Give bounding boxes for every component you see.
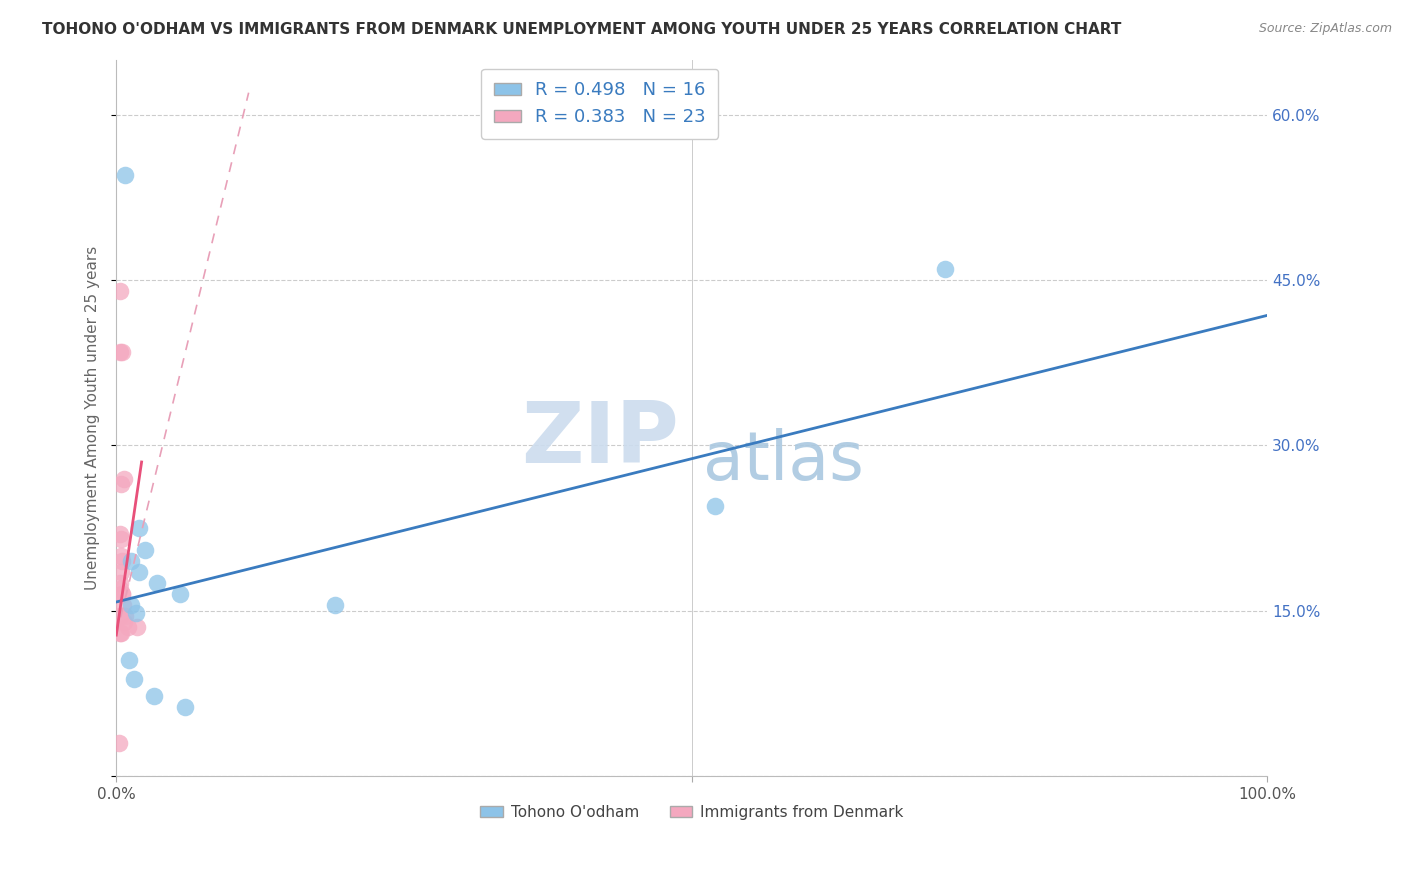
Text: ZIP: ZIP — [520, 398, 679, 481]
Point — [114, 609, 136, 624]
Text: Source: ZipAtlas.com: Source: ZipAtlas.com — [1258, 22, 1392, 36]
Point — [125, 620, 148, 634]
Point — [145, 576, 167, 591]
Point — [108, 284, 131, 298]
Point — [117, 620, 139, 634]
Point — [122, 672, 145, 686]
Point — [112, 599, 135, 613]
Point — [108, 526, 131, 541]
Point — [111, 554, 134, 568]
Point — [128, 566, 150, 580]
Point — [118, 653, 141, 667]
Y-axis label: Unemployment Among Youth under 25 years: Unemployment Among Youth under 25 years — [86, 246, 100, 590]
Point — [112, 615, 135, 629]
Point — [110, 549, 132, 563]
Text: TOHONO O'ODHAM VS IMMIGRANTS FROM DENMARK UNEMPLOYMENT AMONG YOUTH UNDER 25 YEAR: TOHONO O'ODHAM VS IMMIGRANTS FROM DENMAR… — [42, 22, 1122, 37]
Point — [169, 587, 191, 601]
Point — [323, 599, 346, 613]
Point — [111, 587, 134, 601]
Point — [174, 699, 197, 714]
Point — [110, 477, 132, 491]
Point — [108, 625, 131, 640]
Legend: Tohono O'odham, Immigrants from Denmark: Tohono O'odham, Immigrants from Denmark — [474, 798, 910, 826]
Point — [125, 606, 148, 620]
Point — [110, 625, 132, 640]
Point — [143, 689, 166, 703]
Point — [120, 554, 142, 568]
Point — [134, 543, 156, 558]
Text: atlas: atlas — [703, 428, 865, 494]
Point — [112, 471, 135, 485]
Point — [111, 344, 134, 359]
Point — [934, 262, 956, 277]
Point — [108, 582, 131, 596]
Point — [108, 576, 131, 591]
Point — [703, 499, 725, 513]
Point — [107, 736, 129, 750]
Point — [110, 566, 132, 580]
Point — [111, 587, 134, 601]
Point — [110, 532, 132, 546]
Point — [108, 609, 131, 624]
Point — [114, 169, 136, 183]
Point — [128, 521, 150, 535]
Point — [108, 344, 131, 359]
Point — [120, 599, 142, 613]
